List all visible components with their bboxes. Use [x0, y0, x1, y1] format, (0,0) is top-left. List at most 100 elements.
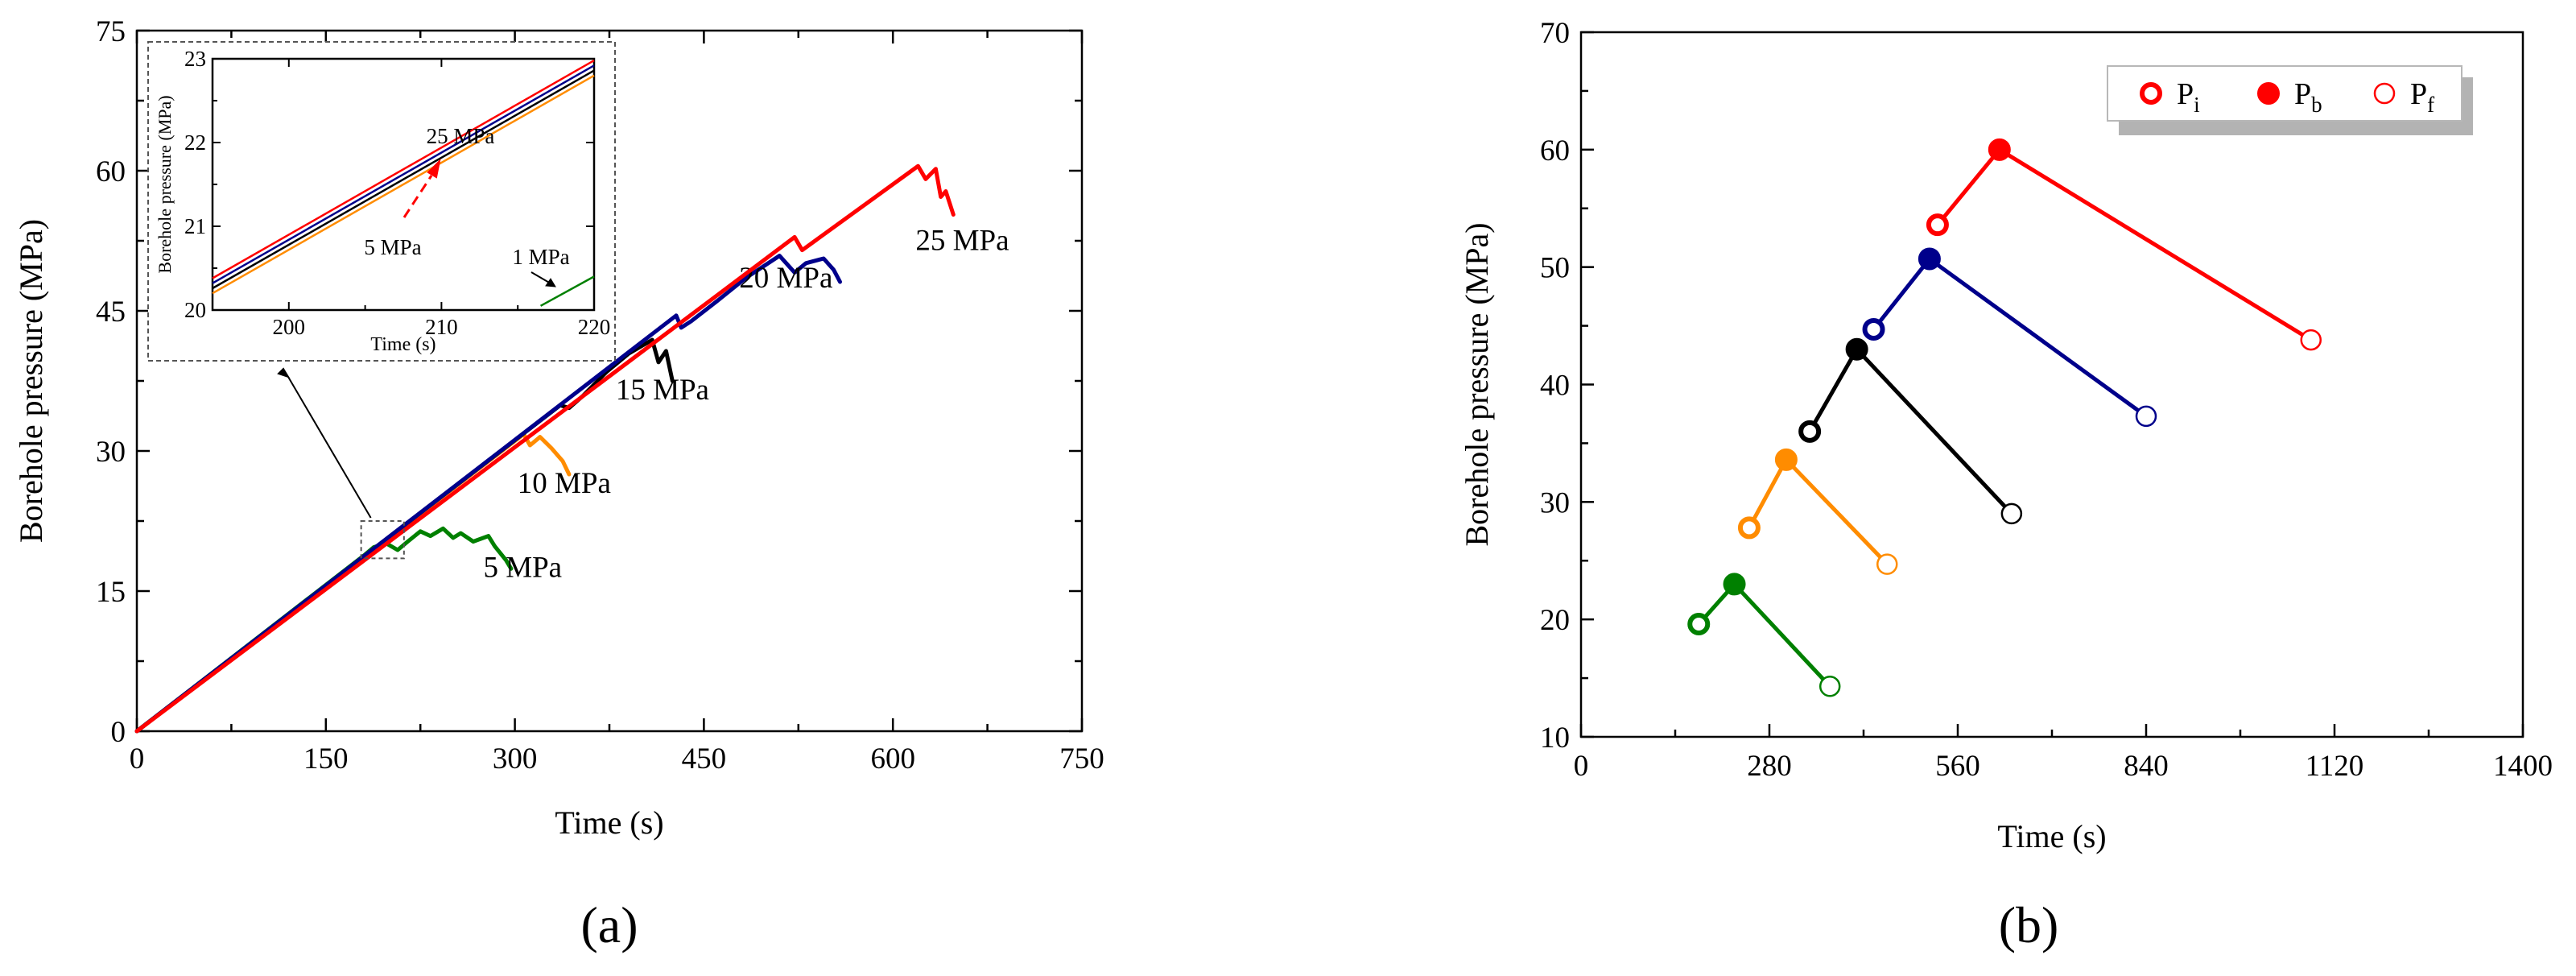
panel-a: 0 150 300 450 600 750 0 15 30 45 60 75 Time (s) Boreh… [13, 15, 1104, 953]
y-tick-label-b: 10 [1540, 722, 1570, 755]
x-tick-label-b: 1400 [2493, 750, 2553, 783]
y-tick-label-b: 70 [1540, 17, 1570, 50]
legend-symbol: P [2294, 77, 2311, 111]
legend-marker-pf [2373, 82, 2396, 105]
y-tick-label-b: 30 [1540, 486, 1570, 519]
marker-pb-20-mpa [1918, 247, 1941, 271]
inset-x-axis-label: Time (s) [370, 334, 436, 355]
y-tick-label-b: 60 [1540, 134, 1570, 167]
y-tick-label-b: 40 [1540, 370, 1570, 403]
series-label-a: 10 MPa [518, 467, 611, 500]
marker-pi-15-mpa [1798, 420, 1822, 443]
legend-symbol: P [2177, 77, 2194, 111]
marker-pi-20-mpa [1862, 317, 1885, 341]
marker-pb-15-mpa [1845, 337, 1868, 361]
series-line-b-10-mpa [1747, 457, 1889, 566]
marker-pf-20-mpa [2135, 405, 2157, 428]
inset-low-arrow-line [530, 271, 551, 284]
y-axis-label-b: Borehole pressure (MPa) [1459, 222, 1495, 546]
x-tick-label-a: 600 [870, 742, 915, 775]
inset-dashed-arrow-line [402, 175, 433, 218]
inset-outline [147, 41, 616, 362]
inset-annotation-low: 1 MPa [512, 245, 569, 269]
marker-pf-15-mpa [2000, 502, 2023, 525]
inset-series-line-15-mpa [212, 69, 595, 290]
plot-frame-b [1579, 31, 2524, 738]
series-line-b-15-mpa [1807, 347, 2013, 515]
marker-pf-25-mpa [2300, 329, 2322, 351]
series-label-a: 25 MPa [915, 225, 1009, 258]
marker-pf-10-mpa [1876, 553, 1898, 575]
y-tick-label-a: 30 [96, 436, 126, 469]
panel-b: 0 280 560 840 1120 1400 10 20 30 40 50 60 70 Time (s)… [1459, 17, 2553, 953]
series-line-b-20-mpa [1872, 257, 2148, 418]
x-tick-label-b: 0 [1574, 750, 1589, 783]
legend-subscript: b [2311, 93, 2322, 117]
y-axis-label-a: Borehole pressure (MPa) [13, 219, 49, 543]
marker-pf-5-mpa [1818, 676, 1841, 697]
series-line-a-20-mpa [134, 254, 842, 734]
inset-series-line-25-mpa [212, 60, 595, 279]
series-line-a-5-mpa [134, 526, 514, 734]
inset-annotation-top: 25 MPa [427, 124, 495, 148]
x-axis-label-b: Time (s) [1997, 818, 2106, 854]
panel-label-a: (a) [580, 896, 638, 953]
legend-box [2107, 65, 2462, 122]
legend-symbol: P [2410, 77, 2427, 111]
y-tick-label-a: 15 [96, 576, 126, 609]
inset-y-tick-label: 20 [184, 298, 206, 322]
inset-series-line-1-mpa [539, 275, 595, 307]
marker-pi-10-mpa [1737, 516, 1761, 540]
series-line-b-5-mpa [1697, 581, 1832, 689]
x-tick-label-b: 280 [1747, 750, 1792, 783]
y-tick-label-b: 50 [1540, 252, 1570, 285]
zoom-arrow-line [287, 376, 372, 519]
marker-pi-5-mpa [1687, 613, 1711, 635]
x-tick-label-a: 0 [130, 742, 145, 775]
legend-marker-pi [2140, 82, 2162, 105]
marker-pi-25-mpa [1926, 213, 1949, 237]
inset-low-arrow-head [545, 278, 556, 287]
inset-x-tick-label: 220 [578, 315, 611, 339]
inset-y-axis-label: Borehole pressure (MPa) [155, 95, 175, 273]
series-label-a: 5 MPa [483, 552, 562, 585]
series-label-a: 15 MPa [616, 374, 709, 407]
legend-subscript: i [2194, 93, 2200, 117]
inset-y-tick-label: 22 [184, 130, 206, 155]
x-axis-label-a: Time (s) [555, 804, 663, 841]
series-line-a-25-mpa [134, 163, 956, 734]
y-tick-label-a: 75 [96, 15, 126, 48]
x-tick-label-a: 450 [682, 742, 727, 775]
zoom-arrow-head [277, 367, 291, 378]
x-tick-label-b: 840 [2124, 750, 2169, 783]
y-tick-label-a: 45 [96, 296, 126, 329]
legend-subscript: f [2427, 93, 2434, 117]
x-tick-label-a: 150 [303, 742, 349, 775]
inset-y-tick-label: 21 [184, 214, 206, 238]
panel-label-b: (b) [1999, 896, 2059, 953]
zoom-box [360, 520, 405, 560]
x-tick-label-a: 750 [1059, 742, 1104, 775]
x-tick-label-b: 560 [1935, 750, 1980, 783]
marker-pb-10-mpa [1774, 448, 1798, 471]
x-tick-label-a: 300 [493, 742, 538, 775]
x-tick-label-b: 1120 [2306, 750, 2364, 783]
y-tick-label-b: 20 [1540, 604, 1570, 637]
inset-x-tick-label: 210 [425, 315, 458, 339]
legend-marker-pb [2257, 82, 2280, 105]
inset-x-tick-label: 200 [273, 315, 306, 339]
y-tick-label-a: 60 [96, 155, 126, 188]
marker-pb-5-mpa [1723, 573, 1746, 596]
inset-series-line-10-mpa [212, 74, 595, 295]
inset-dashed-arrow-head [427, 158, 441, 179]
legend-b: Pi Pb Pf [2107, 65, 2473, 135]
inset-y-tick-label: 23 [184, 47, 206, 71]
marker-pb-25-mpa [1988, 138, 2011, 161]
inset-series-line-20-mpa [212, 64, 595, 284]
inset-annotation-bottom: 5 MPa [364, 235, 421, 259]
series-line-b-25-mpa [1935, 147, 2313, 342]
legend-label: Pf [2410, 77, 2434, 117]
y-tick-label-a: 0 [111, 716, 126, 749]
legend-label: Pb [2294, 77, 2322, 117]
